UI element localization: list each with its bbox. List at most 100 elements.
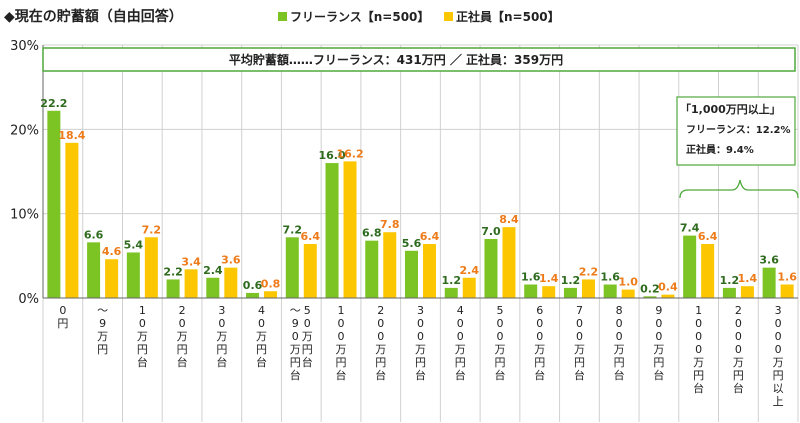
data-label: 6.4 (698, 230, 718, 243)
data-label: 4.6 (102, 245, 122, 258)
bar (740, 286, 754, 298)
data-label: 16.2 (336, 147, 363, 160)
x-tick-char: 台 (256, 355, 267, 369)
x-tick-char: 台 (653, 368, 664, 382)
x-tick-char: 4 (258, 304, 265, 317)
data-label: 1.2 (441, 274, 461, 287)
data-label: 1.0 (618, 276, 638, 289)
bar (524, 284, 538, 298)
data-label: 18.4 (58, 129, 85, 142)
legend: フリーランス【n=500】 正社員【n=500】 (278, 9, 560, 24)
bar (47, 110, 61, 298)
x-tick-char: 9 (99, 317, 106, 330)
data-label: 1.6 (777, 271, 797, 284)
x-tick-char: 万 (455, 343, 466, 356)
bars: 22.218.46.64.65.47.22.23.42.43.60.60.87.… (40, 97, 797, 298)
x-tick-char: 0 (735, 317, 742, 330)
x-tick-char: 万 (375, 343, 386, 356)
x-tick-char: 万 (216, 330, 227, 343)
bar (65, 142, 79, 298)
x-tick-char: 万 (290, 343, 301, 356)
x-tick-char: 万 (494, 343, 505, 356)
x-tick-char: 円 (290, 356, 301, 369)
x-tick-char: 上 (773, 395, 784, 408)
x-tick-char: 7 (576, 304, 583, 317)
x-tick-char: 0 (735, 343, 742, 356)
data-label: 6.4 (420, 230, 440, 243)
data-label: 2.4 (459, 264, 479, 277)
data-label: 0.8 (261, 277, 281, 290)
data-label: 1.4 (738, 272, 758, 285)
x-tick-char: 円 (256, 343, 267, 356)
x-tick-char: 台 (693, 381, 704, 395)
data-label: 7.0 (481, 225, 501, 238)
x-tick-char: 0 (292, 330, 299, 343)
x-tick-char: 0 (536, 330, 543, 343)
legend-swatch-freelance (278, 12, 287, 21)
x-tick-char: 円 (97, 343, 108, 356)
data-label: 7.2 (142, 223, 162, 236)
x-tick-char: 3 (218, 304, 225, 317)
data-label: 7.2 (283, 223, 303, 236)
x-axis: 0円〜9万円10万円台20万円台30万円台40万円台〜90万円台50万円台100… (43, 297, 798, 408)
x-tick-char: 0 (258, 317, 265, 330)
x-tick-char: 0 (338, 330, 345, 343)
bar (722, 287, 736, 298)
x-tick-char: 2 (179, 304, 186, 317)
x-tick-char: 円 (693, 369, 704, 382)
bar (365, 240, 379, 298)
x-tick-char: 万 (693, 356, 704, 369)
y-tick-label: 0% (18, 292, 39, 307)
bar (87, 242, 101, 298)
bar (383, 232, 397, 298)
y-tick-label: 30% (10, 39, 39, 54)
data-label: 6.4 (301, 230, 321, 243)
x-tick-char: 0 (536, 317, 543, 330)
x-tick-char: 万 (415, 343, 426, 356)
x-tick-char: 円 (574, 356, 585, 369)
x-tick-char: 円 (415, 356, 426, 369)
x-tick-char: 3 (417, 304, 424, 317)
x-tick-char: 台 (375, 368, 386, 382)
x-tick-char: 円 (534, 356, 545, 369)
data-label: 0.4 (658, 281, 678, 294)
x-tick-char: 1 (695, 304, 702, 317)
x-tick-char: 円 (375, 356, 386, 369)
x-tick-char: 円 (302, 343, 313, 356)
data-label: 2.2 (579, 265, 599, 278)
x-tick-char: 台 (177, 355, 188, 369)
x-tick-char: 台 (574, 368, 585, 382)
x-tick-char: 0 (304, 317, 311, 330)
x-tick-char: 0 (695, 343, 702, 356)
x-tick-char: 0 (775, 343, 782, 356)
x-tick-char: 0 (457, 317, 464, 330)
bar (303, 244, 317, 298)
x-tick-char: 5 (304, 304, 311, 317)
bar (224, 267, 238, 298)
x-tick-char: 2 (735, 304, 742, 317)
data-label: 1.4 (539, 272, 559, 285)
x-tick-char: 台 (614, 368, 625, 382)
x-tick-char: 0 (735, 330, 742, 343)
bar (484, 238, 498, 298)
data-label: 7.8 (380, 218, 400, 231)
average-text: 平均貯蓄額……フリーランス：431万円 ／ 正社員：359万円 (229, 52, 563, 67)
data-label: 0.6 (243, 279, 263, 292)
x-tick-char: 0 (59, 304, 66, 317)
bar (661, 294, 675, 298)
data-label: 2.2 (163, 265, 183, 278)
x-tick-char: 円 (137, 343, 148, 356)
x-tick-char: 0 (775, 317, 782, 330)
x-tick-char: 0 (655, 330, 662, 343)
x-tick-char: 万 (773, 356, 784, 369)
callout-bracket (679, 179, 799, 199)
x-tick-char: 9 (655, 304, 662, 317)
x-tick-char: 円 (773, 369, 784, 382)
data-label: 8.4 (499, 213, 519, 226)
x-tick-char: 台 (733, 381, 744, 395)
x-tick-char: 0 (775, 330, 782, 343)
x-tick-char: 万 (534, 343, 545, 356)
x-tick-char: 万 (302, 330, 313, 343)
bar (325, 163, 339, 298)
data-label: 3.6 (759, 254, 779, 267)
